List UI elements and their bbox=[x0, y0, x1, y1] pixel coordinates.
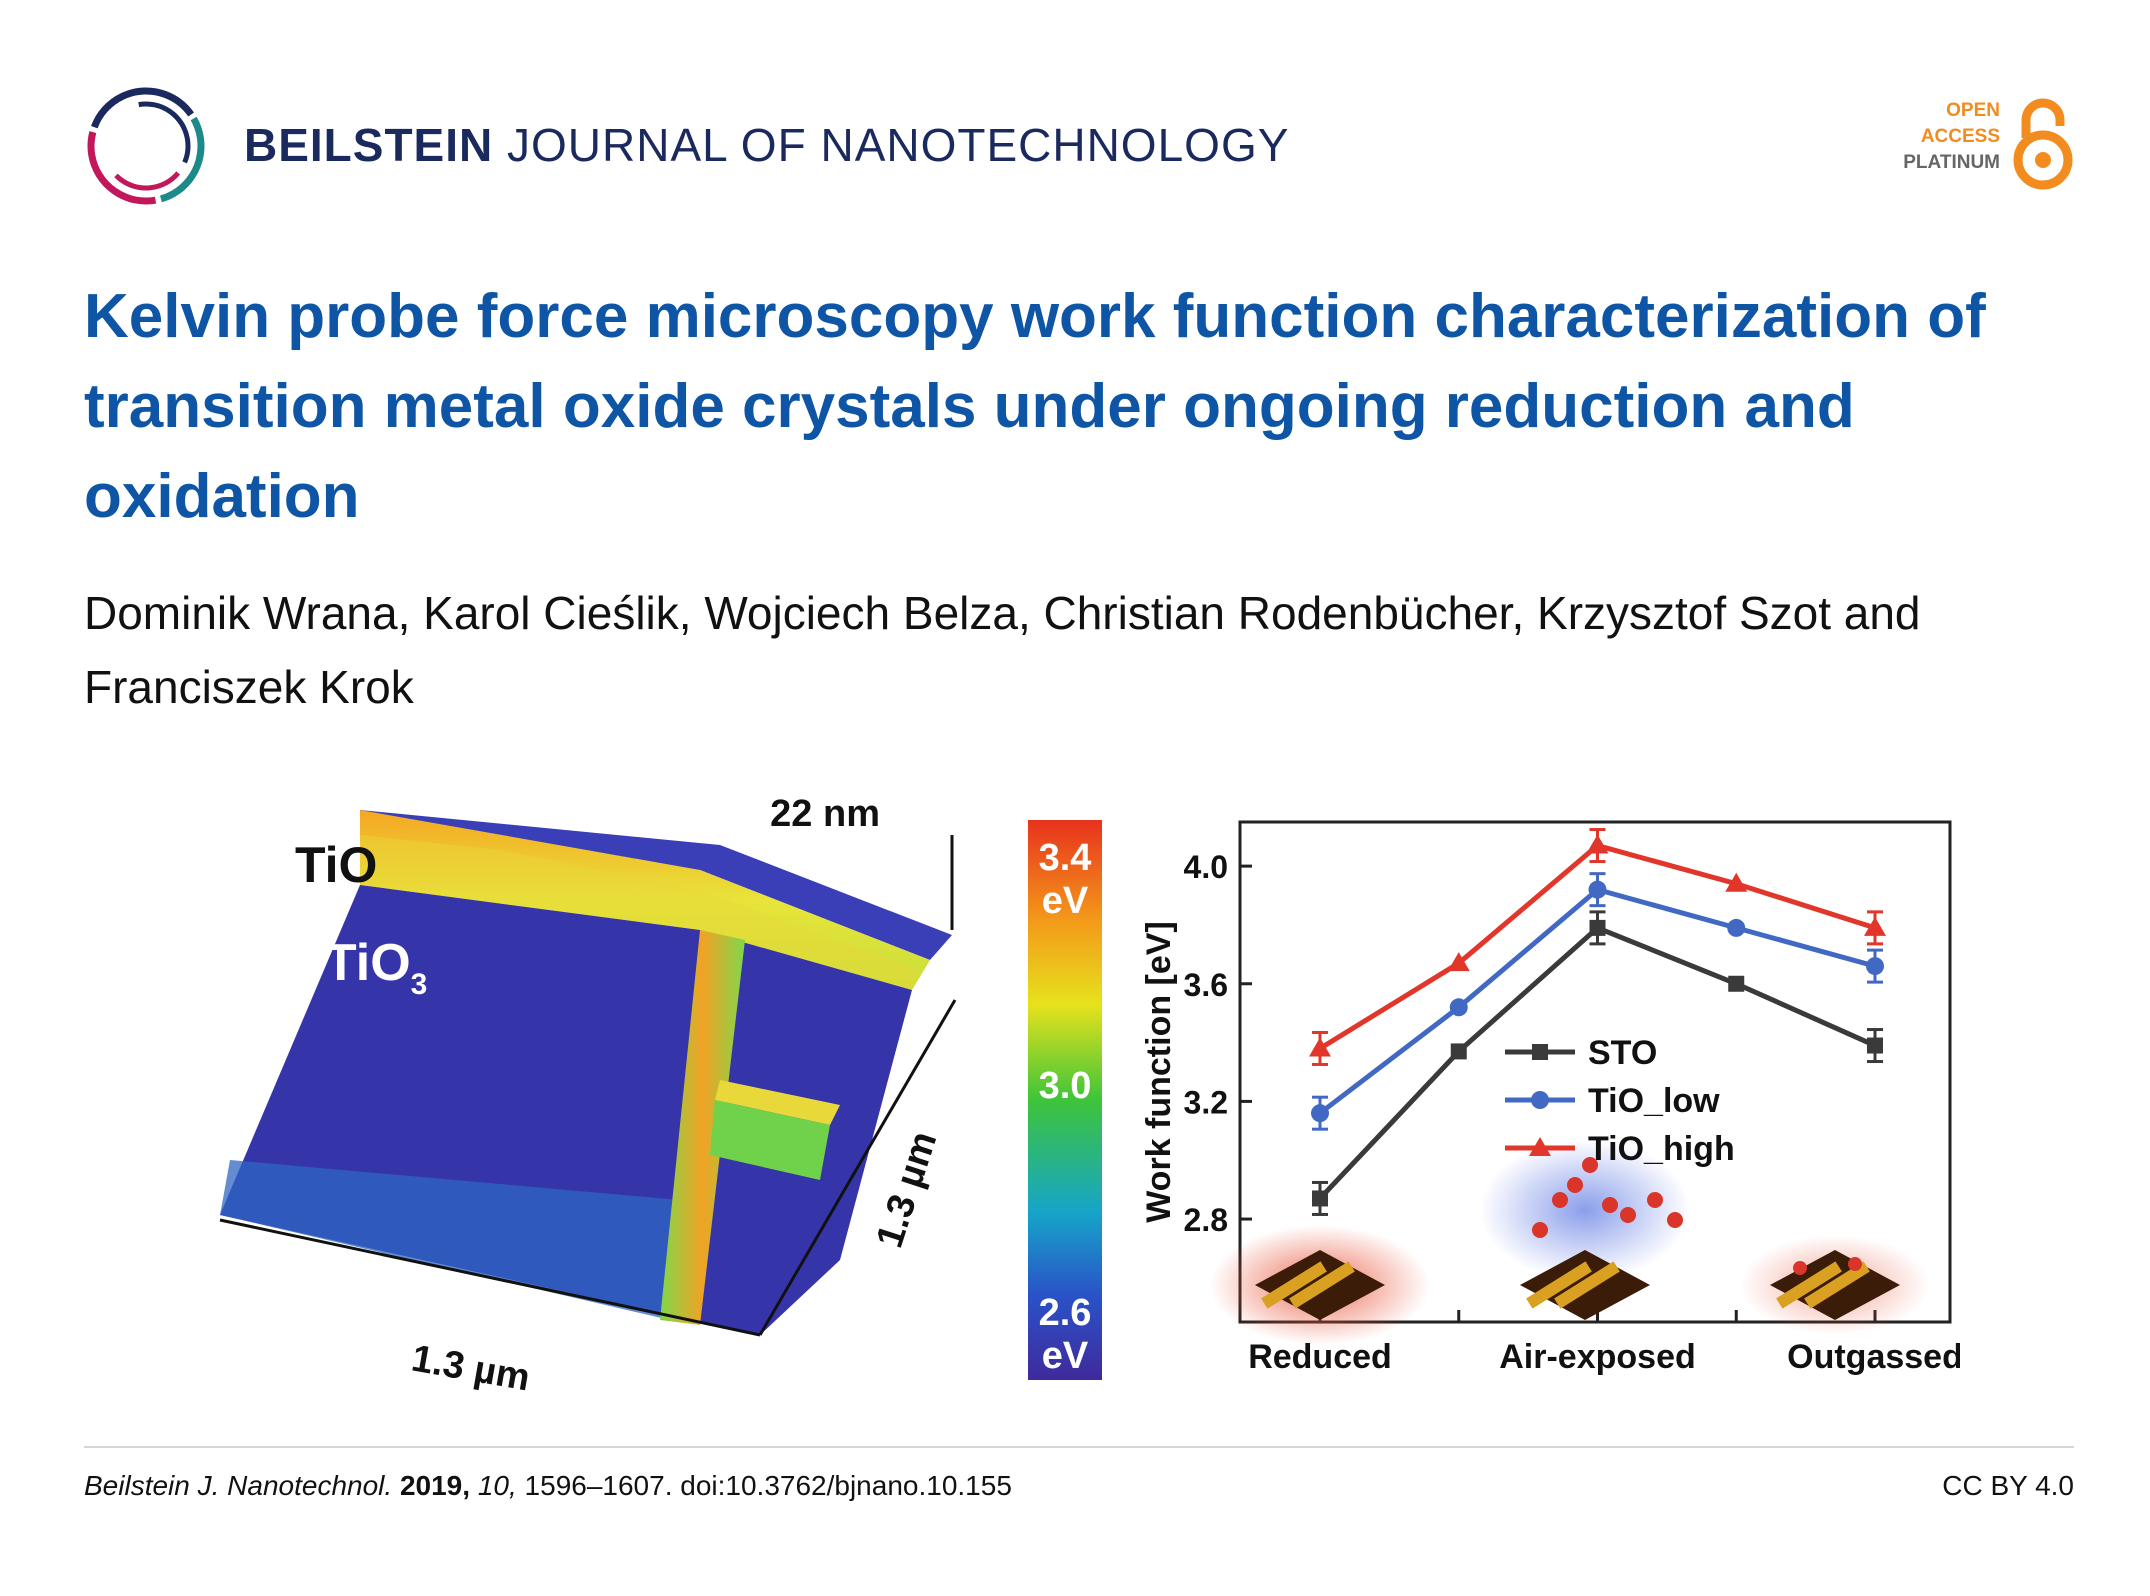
colorbar-top-value: 3.4 bbox=[1039, 837, 1092, 879]
citation-year: 2019, bbox=[399, 1470, 471, 1501]
series-tio-low bbox=[1311, 872, 1884, 1131]
citation-footer: Beilstein J. Nanotechnol. 2019, 10, 1596… bbox=[84, 1470, 2074, 1510]
label-height-scale: 22 nm bbox=[770, 793, 880, 835]
map-lower-region bbox=[220, 1160, 680, 1320]
open-access-badge: OPEN ACCESS PLATINUM bbox=[1864, 98, 2074, 198]
chart-legend: STO TiO_low TiO_high bbox=[1505, 1034, 1735, 1168]
label-x-dimension: 1.3 µm bbox=[408, 1338, 533, 1400]
map-front-edge bbox=[219, 1218, 761, 1337]
label-y-dimension: 1.3 µm bbox=[869, 1127, 946, 1253]
kpfm-3d-map: TiO SrTiO3 22 nm 1.3 µm 1.3 µm 3.4 eV 3.… bbox=[219, 793, 1102, 1400]
colorbar-mid-value: 3.0 bbox=[1039, 1065, 1092, 1107]
legend-entry: TiO_low bbox=[1505, 1082, 1720, 1120]
journal-name-rest: JOURNAL OF NANOTECHNOLOGY bbox=[507, 119, 1290, 171]
sample-illustration-reduced bbox=[1210, 1225, 1430, 1345]
footer-divider bbox=[84, 1446, 2074, 1448]
data-point bbox=[1725, 872, 1748, 892]
article-authors: Dominik Wrana, Karol Cieślik, Wojciech B… bbox=[84, 587, 1921, 713]
journal-logo-icon bbox=[87, 87, 205, 205]
journal-name: BEILSTEIN JOURNAL OF NANOTECHNOLOGY bbox=[244, 118, 1289, 172]
map-tio-band bbox=[360, 810, 930, 990]
article-title: Kelvin probe force microscopy work funct… bbox=[84, 282, 1986, 531]
work-function-chart: 2.83.23.64.0 Reduced Air-exposed Outgassed… bbox=[1140, 820, 1960, 1376]
label-tio: TiO bbox=[295, 837, 377, 893]
legend-label: TiO_low bbox=[1588, 1082, 1720, 1120]
data-point bbox=[1450, 1043, 1467, 1060]
data-point bbox=[1311, 1104, 1329, 1123]
y-tick-label: 4.0 bbox=[1184, 849, 1228, 885]
data-point bbox=[1531, 1091, 1549, 1109]
x-tick-label: Air-exposed bbox=[1499, 1338, 1696, 1376]
data-point bbox=[1864, 916, 1886, 936]
data-point bbox=[1586, 834, 1609, 854]
data-point bbox=[1589, 919, 1606, 936]
oa-line-platinum: PLATINUM bbox=[1903, 152, 2000, 173]
y-tick-label: 2.8 bbox=[1184, 1202, 1228, 1238]
data-point bbox=[1449, 998, 1468, 1017]
journal-header: BEILSTEIN JOURNAL OF NANOTECHNOLOGY OPEN… bbox=[84, 84, 2074, 224]
map-side-step-face bbox=[710, 1100, 830, 1180]
colorbar-top-unit: eV bbox=[1042, 880, 1089, 922]
data-point bbox=[1312, 1190, 1328, 1207]
legend-entry: TiO_high bbox=[1505, 1130, 1735, 1168]
data-point bbox=[1728, 975, 1745, 992]
map-side-step bbox=[715, 1080, 840, 1125]
chart-series bbox=[1309, 828, 1886, 1216]
legend-label: STO bbox=[1588, 1034, 1657, 1072]
chart-plot-frame bbox=[1238, 820, 1952, 1324]
data-point bbox=[1588, 880, 1607, 899]
license-label: CC BY 4.0 bbox=[1942, 1470, 2074, 1501]
oa-line-access: ACCESS bbox=[1920, 126, 2000, 147]
journal-name-bold: BEILSTEIN bbox=[244, 119, 494, 171]
y-tick-label: 3.2 bbox=[1184, 1084, 1228, 1120]
data-point bbox=[1529, 1137, 1551, 1156]
sample-illustration-air-exposed bbox=[1480, 1140, 1690, 1320]
sample-illustration-outgassed bbox=[1740, 1235, 1930, 1335]
citation-journal: Beilstein J. Nanotechnol. bbox=[84, 1470, 393, 1501]
x-tick-label: Outgassed bbox=[1787, 1338, 1960, 1376]
series-tio-high bbox=[1309, 828, 1886, 1066]
data-point bbox=[1866, 957, 1884, 976]
data-point bbox=[1309, 1037, 1331, 1057]
colorbar bbox=[1028, 820, 1102, 1380]
map-right-edge bbox=[758, 999, 957, 1336]
data-point bbox=[1867, 1037, 1883, 1054]
legend-label: TiO_high bbox=[1588, 1130, 1735, 1168]
chart-y-axis: 2.8 3.2 3.6 4.0 bbox=[1184, 849, 1252, 1238]
map-tio-band-shade bbox=[360, 835, 920, 990]
graphical-abstract: TiO SrTiO3 22 nm 1.3 µm 1.3 µm 3.4 eV 3.… bbox=[200, 780, 1960, 1420]
chart-y-axis-label: Work function [eV] bbox=[1140, 921, 1178, 1223]
citation-volume: 10, bbox=[477, 1470, 517, 1501]
data-point bbox=[1727, 918, 1746, 937]
legend-entry: STO bbox=[1505, 1034, 1657, 1072]
citation: Beilstein J. Nanotechnol. 2019, 10, 1596… bbox=[84, 1470, 1012, 1502]
map-vertical-step bbox=[660, 930, 745, 1325]
colorbar-bottom-value: 2.6 bbox=[1039, 1292, 1092, 1334]
citation-pages-doi: 1596–1607. doi:10.3762/bjnano.10.155 bbox=[524, 1470, 1012, 1501]
y-tick-label: 3.6 bbox=[1184, 967, 1228, 1003]
oa-line-open: OPEN bbox=[1946, 100, 2000, 121]
data-point bbox=[1447, 952, 1470, 972]
colorbar-bottom-unit: eV bbox=[1042, 1335, 1089, 1377]
open-lock-icon bbox=[2013, 98, 2073, 190]
series-sto bbox=[1312, 910, 1883, 1216]
data-point bbox=[1532, 1044, 1548, 1060]
label-srtio3: SrTiO3 bbox=[270, 934, 427, 1001]
